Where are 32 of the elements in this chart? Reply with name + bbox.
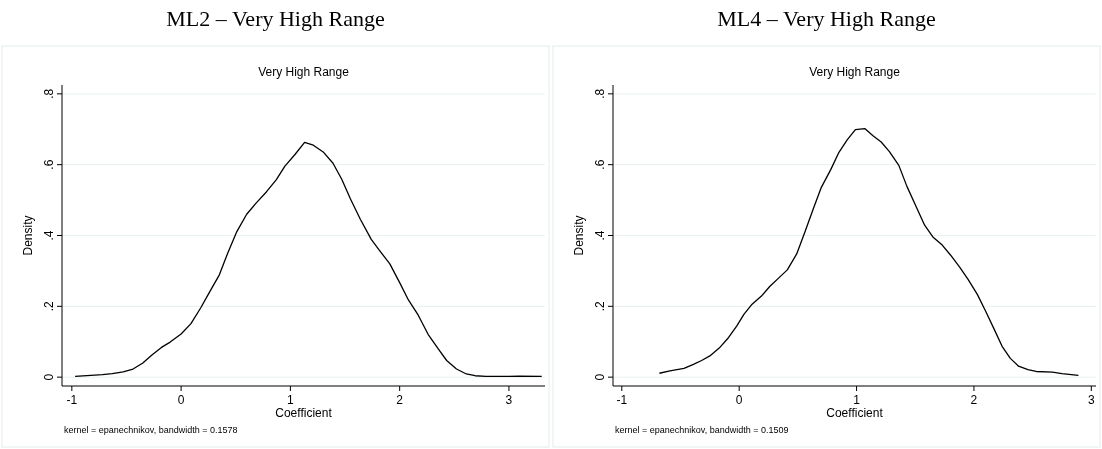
x-tick-label: 3 <box>505 393 513 407</box>
x-tick-label: 1 <box>853 393 861 407</box>
x-tick-label: 3 <box>1087 393 1095 407</box>
y-axis-title: Density <box>21 215 35 256</box>
x-axis-title: Coefficient <box>275 406 333 420</box>
x-tick-label: -1 <box>616 393 628 407</box>
x-tick-label: 0 <box>177 393 185 407</box>
y-tick-label: .6 <box>42 159 56 170</box>
text: kernel = epanechnikov, bandwidth = 0.1578 <box>64 425 238 435</box>
y-tick-label: .4 <box>593 230 607 241</box>
x-axis-title: Coefficient <box>826 406 884 420</box>
y-tick-label: .6 <box>593 159 607 170</box>
chart-title: ML4 – Very High Range <box>717 6 936 31</box>
y-axis-title: Density <box>572 215 586 256</box>
y-tick-label: 0 <box>593 373 607 381</box>
y-tick-label: .2 <box>593 301 607 312</box>
chart-title: ML2 – Very High Range <box>166 6 385 31</box>
y-tick-label: .8 <box>42 88 56 99</box>
y-tick-label: 0 <box>42 373 56 381</box>
text: kernel = epanechnikov, bandwidth = 0.1509 <box>615 425 789 435</box>
line-series <box>74 141 543 378</box>
x-tick-label: -1 <box>66 393 78 407</box>
x-tick-label: 2 <box>970 393 978 407</box>
chart-subtitle: Very High Range <box>809 65 901 79</box>
x-tick-label: 0 <box>735 393 743 407</box>
line-series <box>658 127 1080 377</box>
x-tick-label: 1 <box>287 393 295 407</box>
y-tick-label: .2 <box>42 301 56 312</box>
y-tick-label: .4 <box>42 230 56 241</box>
y-tick-label: .8 <box>593 88 607 99</box>
chart-subtitle: Very High Range <box>258 65 350 79</box>
x-tick-label: 2 <box>396 393 404 407</box>
